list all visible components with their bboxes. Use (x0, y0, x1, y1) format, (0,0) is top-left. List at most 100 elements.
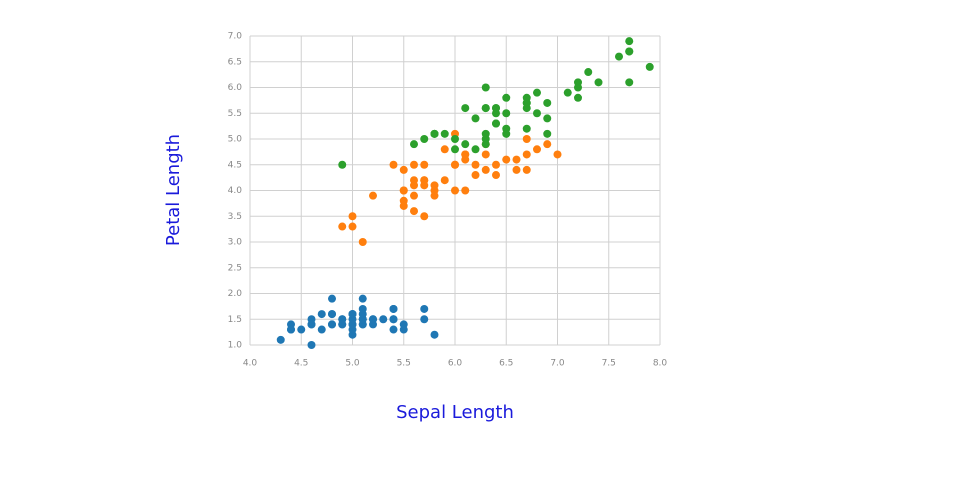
point (512, 165, 521, 174)
point (471, 160, 480, 169)
y-tick-label: 5.0 (228, 135, 243, 145)
point (533, 88, 541, 97)
point (410, 160, 418, 169)
point (533, 109, 541, 118)
point (420, 181, 429, 190)
x-tick-label: 7.5 (602, 359, 616, 369)
point (389, 160, 398, 169)
y-tick-label: 6.0 (228, 83, 243, 93)
point (563, 88, 572, 97)
point (297, 325, 306, 334)
point (594, 78, 603, 87)
point (502, 109, 511, 118)
point (307, 341, 316, 349)
point (625, 78, 634, 87)
point (328, 294, 336, 303)
point (481, 104, 490, 113)
y-tick-label: 7.0 (228, 32, 243, 42)
point (461, 155, 470, 164)
point (430, 330, 439, 339)
point (328, 310, 336, 319)
point (430, 186, 439, 195)
point (410, 191, 418, 200)
point (399, 186, 408, 195)
point (522, 135, 531, 143)
point (399, 201, 408, 210)
point (389, 325, 398, 334)
point (358, 238, 367, 246)
point (461, 104, 470, 113)
point (389, 304, 398, 313)
y-tick-label: 2.5 (228, 263, 242, 273)
point (625, 47, 634, 56)
x-tick-label: 7.0 (550, 359, 565, 369)
point (338, 160, 347, 169)
y-tick-label: 2.0 (228, 289, 243, 299)
point (307, 320, 316, 329)
point (502, 93, 511, 102)
point (492, 160, 500, 169)
point (328, 320, 336, 329)
point (317, 325, 326, 334)
point (358, 294, 367, 303)
point (522, 150, 531, 159)
x-tick-label: 8.0 (653, 359, 668, 369)
x-tick-label: 6.5 (499, 359, 513, 369)
point (522, 165, 531, 174)
point (410, 176, 418, 185)
point (522, 124, 531, 133)
point (410, 207, 418, 216)
point (451, 160, 459, 169)
point (502, 124, 511, 133)
point (512, 155, 521, 164)
x-tick-label: 4.5 (294, 359, 308, 369)
point (481, 135, 490, 143)
point (522, 98, 531, 107)
point (471, 171, 480, 180)
point (543, 129, 552, 138)
point (492, 119, 500, 128)
point (420, 315, 429, 324)
point (451, 145, 459, 154)
point (369, 315, 377, 324)
point (502, 155, 511, 164)
point (399, 325, 408, 334)
point (574, 93, 582, 102)
point (440, 129, 449, 138)
point (533, 145, 541, 154)
y-axis-title: Petal Length (163, 134, 184, 246)
point (645, 62, 654, 71)
y-tick-label: 3.5 (228, 212, 242, 222)
point (440, 145, 449, 154)
point (543, 140, 552, 149)
y-tick-label: 1.0 (228, 341, 243, 351)
point (420, 212, 429, 221)
point (430, 129, 439, 138)
point (461, 186, 470, 195)
point (461, 140, 470, 149)
point (389, 315, 398, 324)
point (358, 310, 367, 319)
point (317, 310, 326, 319)
point (481, 150, 490, 159)
point (440, 176, 449, 185)
point (410, 140, 418, 149)
y-tick-label: 6.5 (228, 57, 242, 67)
y-tick-label: 4.0 (228, 186, 243, 196)
point (348, 222, 357, 231)
point (481, 165, 490, 174)
point (276, 335, 285, 344)
point (543, 98, 552, 107)
point (420, 160, 429, 169)
x-tick-label: 4.0 (243, 359, 258, 369)
point (348, 212, 357, 221)
point (574, 83, 582, 92)
point (584, 68, 593, 77)
y-tick-label: 1.5 (228, 315, 242, 325)
point (481, 83, 490, 92)
point (543, 114, 552, 123)
point (348, 310, 357, 319)
point (492, 171, 500, 180)
x-tick-label: 6.0 (448, 359, 463, 369)
